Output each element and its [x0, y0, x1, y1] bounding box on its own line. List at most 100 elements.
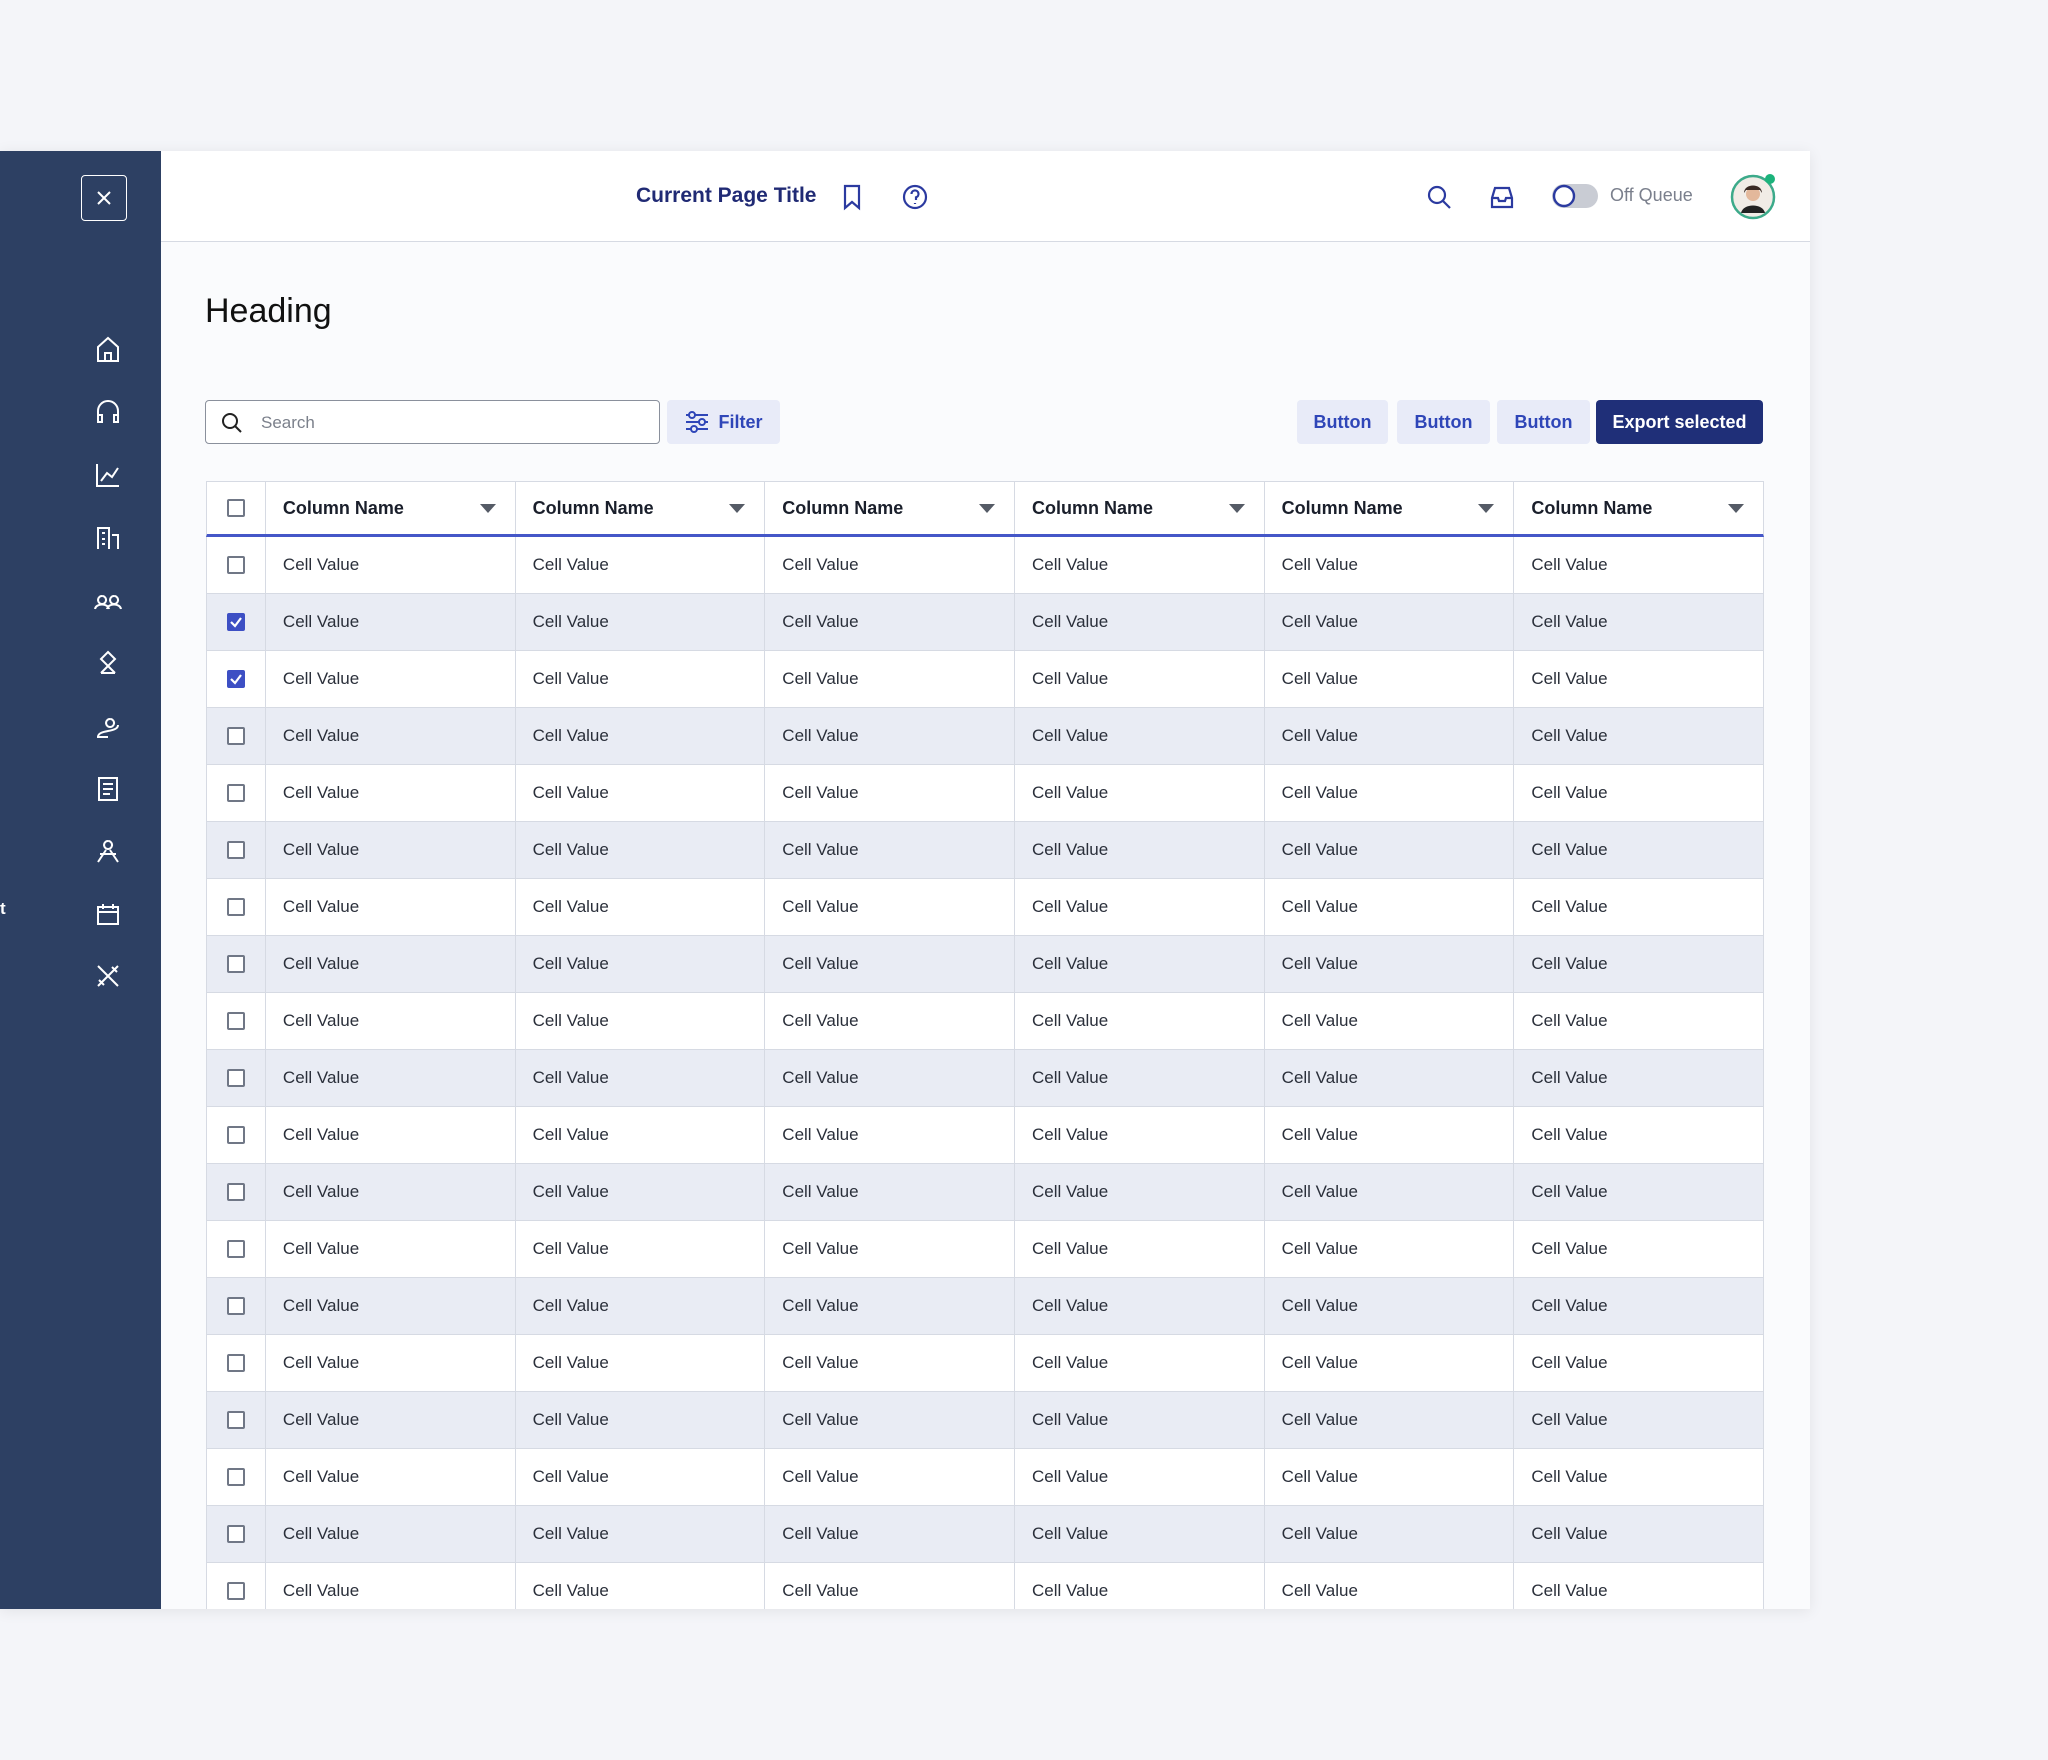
- column-header[interactable]: Column Name: [264, 482, 515, 534]
- sort-caret[interactable]: [1477, 503, 1495, 515]
- table-cell: Cell Value: [764, 765, 1014, 821]
- row-checkbox[interactable]: [226, 1183, 245, 1201]
- row-checkbox[interactable]: [226, 898, 245, 916]
- table-cell: Cell Value: [264, 1449, 515, 1505]
- nav-icons[interactable]: [88, 331, 128, 1171]
- row-checkbox[interactable]: [226, 1012, 245, 1030]
- table-cell: Cell Value: [1513, 936, 1763, 992]
- table-cell: Cell Value: [1263, 765, 1514, 821]
- column-name: Column Name: [1031, 497, 1154, 518]
- filter-button[interactable]: Filter: [667, 400, 780, 444]
- row-checkbox[interactable]: [226, 1354, 245, 1372]
- row-checkbox[interactable]: [226, 955, 245, 973]
- table-cell: Cell Value: [1013, 879, 1264, 935]
- table-row: Cell Value Cell Value Cell Value Cell Value…: [206, 1335, 1764, 1392]
- queue-status: Off Queue: [1610, 185, 1693, 205]
- table-cell: Cell Value: [1513, 822, 1763, 878]
- table-cell: Cell Value: [764, 1335, 1014, 1391]
- table-cell: Cell Value: [764, 1050, 1014, 1106]
- row-checkbox-cell: [207, 1107, 265, 1163]
- table-cell: Cell Value: [1263, 1392, 1514, 1448]
- row-checkbox-cell: [207, 1221, 265, 1277]
- table-cell: Cell Value: [764, 1392, 1014, 1448]
- help-icon[interactable]: [901, 183, 929, 211]
- table-cell: Cell Value: [264, 1278, 515, 1334]
- row-checkbox-cell: [207, 1449, 265, 1505]
- column-header[interactable]: Column Name: [764, 482, 1014, 534]
- sort-caret[interactable]: [1228, 503, 1246, 515]
- table-cell: Cell Value: [1513, 1563, 1763, 1609]
- table-cell: Cell Value: [1513, 1050, 1763, 1106]
- search-icon[interactable]: [1425, 183, 1453, 211]
- table-row: Cell Value Cell Value Cell Value Cell Value…: [206, 1563, 1764, 1609]
- table-cell: Cell Value: [514, 1392, 765, 1448]
- header-checkbox[interactable]: [226, 499, 245, 517]
- app-window: t Current Page Title Off Queue: [0, 151, 1810, 1609]
- queue-toggle[interactable]: [1551, 183, 1599, 209]
- button[interactable]: Button: [1297, 400, 1388, 444]
- row-checkbox[interactable]: [226, 1126, 245, 1144]
- column-header[interactable]: Column Name: [514, 482, 765, 534]
- row-checkbox[interactable]: [226, 1240, 245, 1258]
- sort-caret[interactable]: [479, 503, 497, 515]
- search-box[interactable]: Search: [205, 400, 660, 444]
- column-name: Column Name: [782, 497, 904, 518]
- row-checkbox[interactable]: [226, 1297, 245, 1315]
- table-cell: Cell Value: [1263, 708, 1514, 764]
- column-name: Column Name: [532, 497, 654, 518]
- row-checkbox[interactable]: [226, 727, 245, 745]
- row-checkbox[interactable]: [226, 1525, 245, 1543]
- table-cell: Cell Value: [1013, 765, 1264, 821]
- row-checkbox[interactable]: [226, 841, 245, 859]
- row-checkbox[interactable]: [226, 613, 245, 631]
- row-checkbox[interactable]: [226, 556, 245, 574]
- heading: Heading: [205, 292, 332, 330]
- table-row: Cell Value Cell Value Cell Value Cell Value…: [206, 1392, 1764, 1449]
- button[interactable]: Button: [1397, 400, 1490, 444]
- table-cell: Cell Value: [1513, 1392, 1763, 1448]
- row-checkbox-cell: [207, 936, 265, 992]
- inbox-icon[interactable]: [1488, 183, 1516, 211]
- table-cell: Cell Value: [1263, 936, 1514, 992]
- table-cell: Cell Value: [264, 879, 515, 935]
- table-cell: Cell Value: [1263, 1050, 1514, 1106]
- row-checkbox[interactable]: [226, 1468, 245, 1486]
- sort-caret[interactable]: [728, 503, 746, 515]
- button[interactable]: Button: [1497, 400, 1590, 444]
- table-cell: Cell Value: [514, 936, 765, 992]
- table-cell: Cell Value: [1263, 1563, 1514, 1609]
- bookmark-icon[interactable]: [839, 183, 865, 211]
- close-button[interactable]: [81, 175, 127, 221]
- column-header[interactable]: Column Name: [1513, 482, 1763, 534]
- table-cell: Cell Value: [1263, 1164, 1514, 1220]
- sort-caret[interactable]: [978, 503, 996, 515]
- table-cell: Cell Value: [514, 879, 765, 935]
- table-cell: Cell Value: [514, 993, 765, 1049]
- row-checkbox[interactable]: [226, 670, 245, 688]
- table-row: Cell Value Cell Value Cell Value Cell Value…: [206, 594, 1764, 651]
- export-button[interactable]: Export selected: [1596, 400, 1763, 444]
- row-checkbox-cell: [207, 1164, 265, 1220]
- table-cell: Cell Value: [764, 936, 1014, 992]
- table-cell: Cell Value: [264, 708, 515, 764]
- table-cell: Cell Value: [1263, 537, 1514, 593]
- table-cell: Cell Value: [1013, 993, 1264, 1049]
- table-cell: Cell Value: [764, 879, 1014, 935]
- row-checkbox[interactable]: [226, 1069, 245, 1087]
- row-checkbox[interactable]: [226, 784, 245, 802]
- table-cell: Cell Value: [1263, 993, 1514, 1049]
- column-header[interactable]: Column Name: [1013, 482, 1264, 534]
- column-header[interactable]: Column Name: [1263, 482, 1514, 534]
- table-cell: Cell Value: [1013, 822, 1264, 878]
- avatar[interactable]: [1729, 171, 1779, 221]
- sort-caret[interactable]: [1727, 503, 1745, 515]
- table-cell: Cell Value: [764, 1449, 1014, 1505]
- row-checkbox[interactable]: [226, 1411, 245, 1429]
- table-cell: Cell Value: [1513, 1506, 1763, 1562]
- table-cell: Cell Value: [264, 1563, 515, 1609]
- column-name: Column Name: [1531, 497, 1653, 518]
- row-checkbox-cell: [207, 993, 265, 1049]
- row-checkbox[interactable]: [226, 1582, 245, 1600]
- table-cell: Cell Value: [764, 1164, 1014, 1220]
